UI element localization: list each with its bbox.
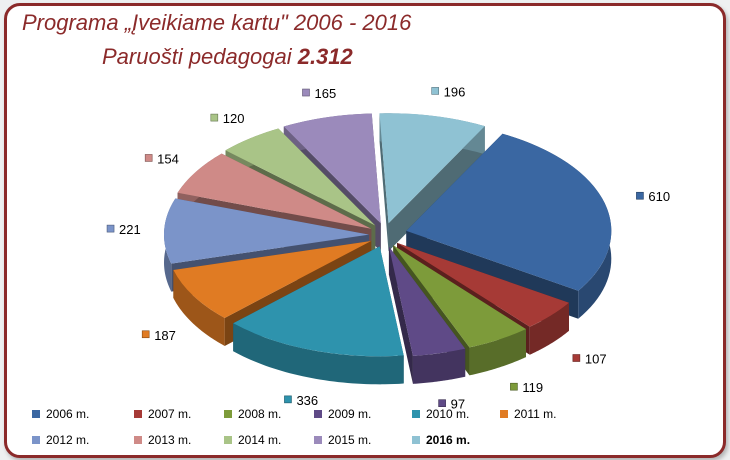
pie-slice-wall	[379, 113, 389, 252]
pie-slice-edge	[412, 348, 466, 384]
legend-item-6: 2011 m.	[500, 407, 556, 421]
data-label-marker	[572, 354, 581, 362]
pie-slice-edge	[469, 329, 527, 376]
legend-label: 2010 m.	[426, 407, 470, 421]
pie-slice-top	[283, 113, 381, 224]
data-label-marker	[302, 88, 310, 97]
data-label-marker	[106, 224, 115, 233]
legend-swatch	[32, 436, 40, 444]
data-label-10: 165	[302, 86, 336, 101]
data-label-marker	[210, 113, 219, 122]
pie-slice-wall	[388, 246, 413, 384]
data-label-text: 610	[648, 189, 670, 204]
pie-slice-top	[173, 240, 372, 318]
legend-label: 2012 m.	[46, 433, 90, 447]
pie-slice-top	[397, 242, 569, 327]
data-label-text: 165	[314, 86, 336, 101]
pie-slice-11	[379, 113, 485, 252]
legend-swatch	[224, 436, 232, 444]
data-label-6: 187	[141, 328, 176, 343]
subtitle-total: 2.312	[297, 44, 353, 69]
legend-swatch	[224, 410, 232, 418]
data-label-text: 196	[444, 84, 466, 99]
data-label-7: 221	[106, 222, 141, 237]
legend-item-8: 2013 m.	[134, 433, 191, 447]
legend-label: 2013 m.	[148, 433, 192, 447]
legend-item-10: 2015 m.	[314, 433, 371, 447]
pie-slice-top	[388, 246, 466, 356]
pie-slice-top	[225, 128, 376, 226]
data-label-marker	[144, 154, 153, 162]
data-label-1: 610	[636, 189, 670, 204]
data-label-marker	[141, 330, 150, 339]
legend-label: 2007 m.	[148, 407, 192, 421]
pie-slice-5	[233, 246, 404, 385]
chart-title: Programa „Įveikiame kartu" 2006 - 2016	[22, 10, 412, 35]
pie-slice-top	[393, 245, 527, 348]
legend-item-11: 2016 m.	[412, 433, 470, 447]
pie-slice-top	[164, 198, 370, 264]
data-label-2: 107	[572, 352, 607, 367]
legend-label: 2009 m.	[328, 407, 372, 421]
data-label-text: 119	[522, 380, 543, 395]
legend-swatch	[500, 410, 508, 418]
legend-item-7: 2012 m.	[32, 433, 89, 447]
data-label-text: 154	[157, 151, 179, 166]
legend-swatch	[134, 410, 142, 418]
legend-item-1: 2006 m.	[32, 407, 89, 421]
data-label-text: 120	[223, 111, 245, 126]
data-label-marker	[636, 191, 644, 200]
pie-slice-4	[388, 246, 466, 384]
pie-slice-top	[233, 246, 404, 357]
legend-label: 2016 m.	[426, 433, 471, 447]
legend-item-4: 2009 m.	[314, 407, 371, 421]
data-label-9: 120	[210, 111, 245, 126]
data-label-marker	[431, 87, 439, 95]
data-label-marker	[510, 382, 518, 391]
pie-slice-wall	[388, 126, 485, 252]
pie-slice-top	[406, 133, 612, 291]
legend-label: 2015 m.	[328, 433, 372, 447]
data-label-marker	[284, 395, 292, 404]
data-label-marker	[438, 399, 446, 407]
data-label-text: 221	[119, 222, 141, 237]
data-label-5: 336	[284, 393, 318, 408]
legend-label: 2008 m.	[238, 407, 282, 421]
legend-item-2: 2007 m.	[134, 407, 191, 421]
legend-label: 2006 m.	[46, 407, 90, 421]
subtitle-text: Paruošti pedagogai	[102, 44, 298, 69]
data-label-text: 187	[154, 328, 176, 343]
legend-label: 2014 m.	[238, 433, 282, 447]
pie-slice-top	[379, 113, 485, 224]
legend-swatch	[314, 436, 322, 444]
legend-item-5: 2010 m.	[412, 407, 469, 421]
legend-swatch	[32, 410, 40, 418]
legend-swatch	[412, 436, 420, 444]
legend-label: 2011 m.	[514, 407, 557, 421]
legend-swatch	[412, 410, 420, 418]
pie-slice-edge	[173, 269, 225, 346]
data-label-8: 154	[144, 151, 179, 166]
legend-item-3: 2008 m.	[224, 407, 281, 421]
chart-legend: 2006 m. 2007 m. 2008 m. 2009 m. 2010 m. 2011 …	[22, 403, 712, 449]
legend-swatch	[314, 410, 322, 418]
data-label-text: 97	[451, 397, 465, 412]
pie-slice-edge	[233, 323, 404, 385]
data-label-text: 336	[296, 393, 318, 408]
pie-slice-edge	[529, 302, 569, 355]
data-label-4: 97	[438, 397, 465, 412]
chart-subtitle: Paruošti pedagogai 2.312	[102, 44, 353, 70]
data-label-text: 107	[585, 352, 607, 367]
pie-slice-top	[177, 153, 372, 229]
data-label-3: 119	[510, 380, 543, 395]
legend-swatch	[134, 436, 142, 444]
data-label-11: 196	[431, 84, 466, 99]
legend-item-9: 2014 m.	[224, 433, 281, 447]
